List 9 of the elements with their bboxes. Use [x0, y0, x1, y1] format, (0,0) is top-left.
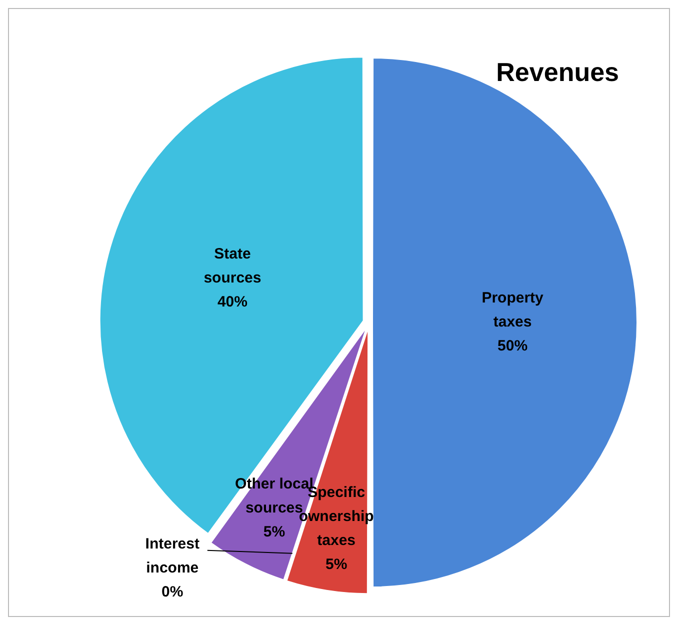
category-label: Interest income: [145, 535, 200, 576]
data-label: 50%: [498, 338, 528, 355]
data-label: 5%: [263, 524, 286, 541]
chart-title: Revenues: [496, 57, 619, 88]
data-label: 5%: [325, 556, 348, 573]
data-label: 40%: [217, 293, 248, 310]
text: 0%: [162, 583, 184, 600]
slice-label: Property taxes: [482, 290, 544, 331]
slice-label: State sources: [204, 245, 262, 286]
